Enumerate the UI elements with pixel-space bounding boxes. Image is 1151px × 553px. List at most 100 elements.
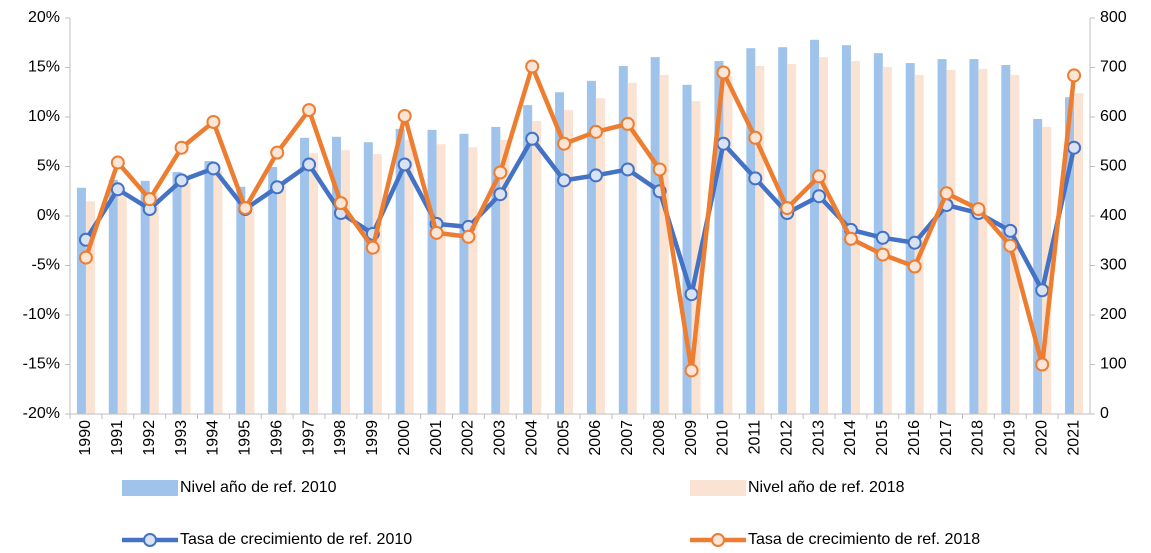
- marker: [1003, 238, 1018, 253]
- marker: [620, 162, 635, 177]
- y-tick-label: 0%: [37, 207, 60, 224]
- marker: [461, 229, 476, 244]
- x-tick-label: 2014: [842, 420, 859, 456]
- bar: [555, 92, 565, 414]
- bar: [564, 110, 574, 414]
- y2-tick-label: 0: [1100, 405, 1109, 422]
- y-tick-label: 5%: [37, 158, 60, 175]
- legend-marker: [711, 533, 725, 547]
- bar: [978, 68, 988, 415]
- bar: [108, 179, 118, 414]
- bar: [595, 98, 605, 414]
- x-tick-label: 2012: [778, 420, 795, 456]
- legend-swatch: [122, 480, 178, 496]
- x-tick-label: 2015: [874, 420, 891, 456]
- marker: [620, 116, 635, 131]
- legend-swatch: [690, 480, 746, 496]
- bar: [659, 74, 669, 415]
- x-tick-label: 1994: [205, 420, 222, 456]
- bar: [691, 101, 701, 414]
- y2-tick-label: 600: [1100, 108, 1127, 125]
- x-tick-label: 2007: [619, 420, 636, 456]
- x-tick-label: 1993: [173, 420, 190, 456]
- x-tick-label: 2019: [1002, 420, 1019, 456]
- bar: [1033, 118, 1043, 414]
- x-tick-label: 1992: [141, 420, 158, 456]
- bar: [586, 80, 596, 415]
- marker: [174, 140, 189, 155]
- bar: [746, 48, 756, 414]
- x-tick-label: 2006: [587, 420, 604, 456]
- bar: [340, 150, 350, 415]
- bar: [937, 59, 947, 415]
- x-tick-label: 2013: [810, 420, 827, 456]
- bar: [810, 39, 820, 414]
- y2-tick-label: 100: [1100, 356, 1127, 373]
- bar: [618, 66, 628, 414]
- y2-tick-label: 400: [1100, 207, 1127, 224]
- marker: [557, 136, 572, 151]
- marker: [270, 145, 285, 160]
- bar: [117, 195, 127, 414]
- marker: [1003, 223, 1018, 238]
- bar: [532, 120, 542, 415]
- bar: [331, 136, 341, 415]
- marker: [748, 130, 763, 145]
- marker: [493, 165, 508, 180]
- bar: [468, 147, 478, 414]
- marker: [397, 157, 412, 172]
- x-tick-label: 1995: [237, 420, 254, 456]
- bar: [755, 66, 765, 414]
- marker: [238, 201, 253, 216]
- y-tick-label: 20%: [28, 9, 60, 26]
- x-tick-label: 2009: [683, 420, 700, 456]
- x-tick-label: 1996: [268, 420, 285, 456]
- bar: [778, 47, 788, 415]
- x-tick-label: 2011: [747, 420, 764, 455]
- marker: [588, 124, 603, 139]
- marker: [1035, 283, 1050, 298]
- marker: [302, 103, 317, 118]
- marker: [843, 231, 858, 246]
- marker: [907, 259, 922, 274]
- y-tick-label: -10%: [23, 306, 60, 323]
- marker: [652, 162, 667, 177]
- bar: [404, 139, 414, 414]
- x-tick-label: 2008: [651, 420, 668, 456]
- marker: [588, 168, 603, 183]
- x-tick-label: 2003: [492, 420, 509, 456]
- marker: [557, 173, 572, 188]
- marker: [206, 161, 221, 176]
- marker: [971, 202, 986, 217]
- y2-tick-label: 200: [1100, 306, 1127, 323]
- x-tick-label: 1997: [300, 420, 317, 456]
- x-tick-label: 2010: [715, 420, 732, 456]
- bar: [787, 64, 797, 414]
- legend-label: Tasa de crecimiento de ref. 2018: [748, 531, 980, 548]
- bar: [277, 180, 287, 414]
- marker: [78, 250, 93, 265]
- bar: [372, 154, 382, 414]
- bar: [523, 105, 533, 415]
- marker: [875, 230, 890, 245]
- x-tick-label: 2016: [906, 420, 923, 456]
- marker: [684, 287, 699, 302]
- marker: [780, 201, 795, 216]
- marker: [907, 235, 922, 250]
- line: [84, 136, 1077, 297]
- y2-tick-label: 700: [1100, 59, 1127, 76]
- marker: [525, 59, 540, 74]
- bar: [140, 180, 150, 414]
- bar: [627, 82, 637, 414]
- bar: [459, 133, 469, 414]
- marker: [716, 136, 731, 151]
- marker: [812, 169, 827, 184]
- x-tick-label: 2002: [460, 420, 477, 456]
- legend-marker: [143, 533, 157, 547]
- bar: [946, 69, 956, 414]
- bar: [714, 61, 724, 414]
- legend-label: Nivel año de ref. 2018: [748, 479, 905, 496]
- bar: [204, 161, 214, 414]
- x-tick-label: 2018: [970, 420, 987, 456]
- bar: [149, 193, 159, 414]
